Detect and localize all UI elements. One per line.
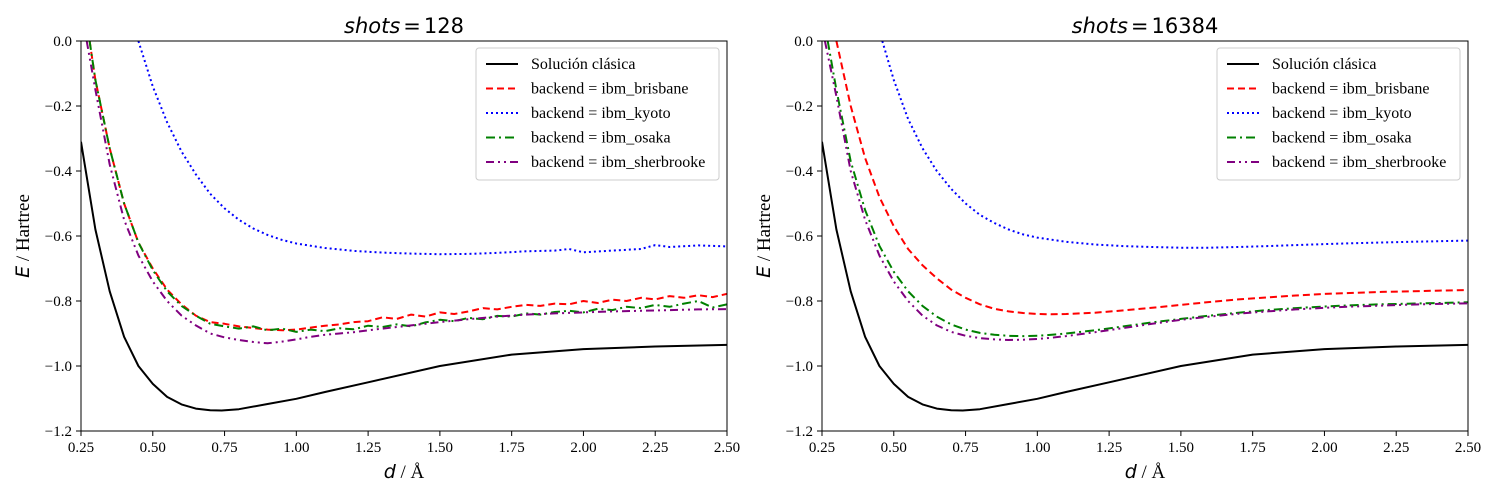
chart-panel-2: 0.25 0.50 0.75 1.00 1.25 1.50 1.75 2.00 2.25 2.50… xyxy=(753,14,1481,483)
y-axis-label: E / Hartree xyxy=(753,194,775,278)
series-line-soluci-n-cl-sica xyxy=(822,141,1468,412)
legend-entry-label: backend = ibm_brisbane xyxy=(531,81,688,98)
x-tick-label: 2.50 xyxy=(714,440,740,456)
x-tick-label: 1.25 xyxy=(355,440,381,456)
y-tick-label: −0.2 xyxy=(45,99,72,115)
x-axis-label: d / Å xyxy=(384,461,425,483)
series-line-backend-ibm-sherbrooke xyxy=(823,41,1468,341)
chart-title: shots = 16384 xyxy=(1072,14,1219,38)
series-line-backend-ibm-osaka xyxy=(88,41,727,333)
y-tick-label: −0.8 xyxy=(45,294,72,310)
legend-entry-label: backend = ibm_osaka xyxy=(531,130,671,147)
x-tick-label: 1.75 xyxy=(1240,440,1266,456)
x-tick-label: 0.75 xyxy=(952,440,978,456)
y-tick-label: −0.4 xyxy=(45,164,73,180)
x-tick-label: 1.50 xyxy=(427,440,453,456)
y-tick-label: −0.6 xyxy=(45,229,73,245)
x-tick-label: 0.50 xyxy=(140,440,166,456)
series-line-backend-ibm-sherbrooke xyxy=(85,41,727,345)
legend-entry-label: backend = ibm_brisbane xyxy=(1272,81,1429,98)
x-axis-label: d / Å xyxy=(1125,461,1166,483)
legend-box xyxy=(1216,47,1461,181)
y-axis-label: E / Hartree xyxy=(12,194,34,278)
chart-panel-1: 0.25 0.50 0.75 1.00 1.25 1.50 1.75 2.00 2.25 2.50… xyxy=(12,14,740,483)
y-tick-label: −1.0 xyxy=(786,359,813,375)
y-tick-label: −0.4 xyxy=(786,164,814,180)
x-tick-label: 0.25 xyxy=(809,440,835,456)
x-tick-label: 2.00 xyxy=(1311,440,1337,456)
x-tick-label: 0.25 xyxy=(68,440,94,456)
series-line-backend-ibm-osaka xyxy=(826,41,1468,338)
legend-entry-label: Solución clásica xyxy=(531,56,635,73)
legend-entry-label: backend = ibm_kyoto xyxy=(531,105,671,122)
x-tick-label: 2.00 xyxy=(570,440,596,456)
x-tick-label: 1.50 xyxy=(1168,440,1194,456)
legend-box xyxy=(475,47,720,181)
y-tick-label: −1.0 xyxy=(45,359,72,375)
legend: Solución clásica backend = ibm_brisbaneba… xyxy=(475,47,720,181)
x-tick-label: 2.50 xyxy=(1455,440,1481,456)
x-tick-label: 2.25 xyxy=(1383,440,1409,456)
legend: Solución clásica backend = ibm_brisbaneba… xyxy=(1216,47,1461,181)
legend-entry-label: Solución clásica xyxy=(1272,56,1376,73)
legend-entry-label: backend = ibm_kyoto xyxy=(1272,105,1412,122)
chart-title: shots = 128 xyxy=(344,14,464,38)
series-line-soluci-n-cl-sica xyxy=(81,141,727,412)
x-tick-label: 1.00 xyxy=(283,440,309,456)
x-tick-label: 1.00 xyxy=(1024,440,1050,456)
series-line-backend-ibm-kyoto xyxy=(137,41,727,256)
y-tick-label: 0.0 xyxy=(794,34,813,50)
x-tick-label: 0.75 xyxy=(211,440,237,456)
x-tick-label: 2.25 xyxy=(642,440,668,456)
y-tick-label: −0.2 xyxy=(786,99,813,115)
y-tick-label: −1.2 xyxy=(45,424,72,440)
y-tick-label: −0.8 xyxy=(786,294,813,310)
x-tick-label: 1.75 xyxy=(499,440,525,456)
y-tick-label: −0.6 xyxy=(786,229,814,245)
legend-entry-label: backend = ibm_osaka xyxy=(1272,130,1412,147)
y-tick-label: −1.2 xyxy=(786,424,813,440)
legend-entry-label: backend = ibm_sherbrooke xyxy=(1272,154,1446,171)
x-tick-label: 1.25 xyxy=(1096,440,1122,456)
legend-entry-label: backend = ibm_sherbrooke xyxy=(531,154,705,171)
series-line-backend-ibm-brisbane xyxy=(835,41,1468,316)
x-tick-label: 0.50 xyxy=(881,440,907,456)
y-tick-label: 0.0 xyxy=(53,34,72,50)
